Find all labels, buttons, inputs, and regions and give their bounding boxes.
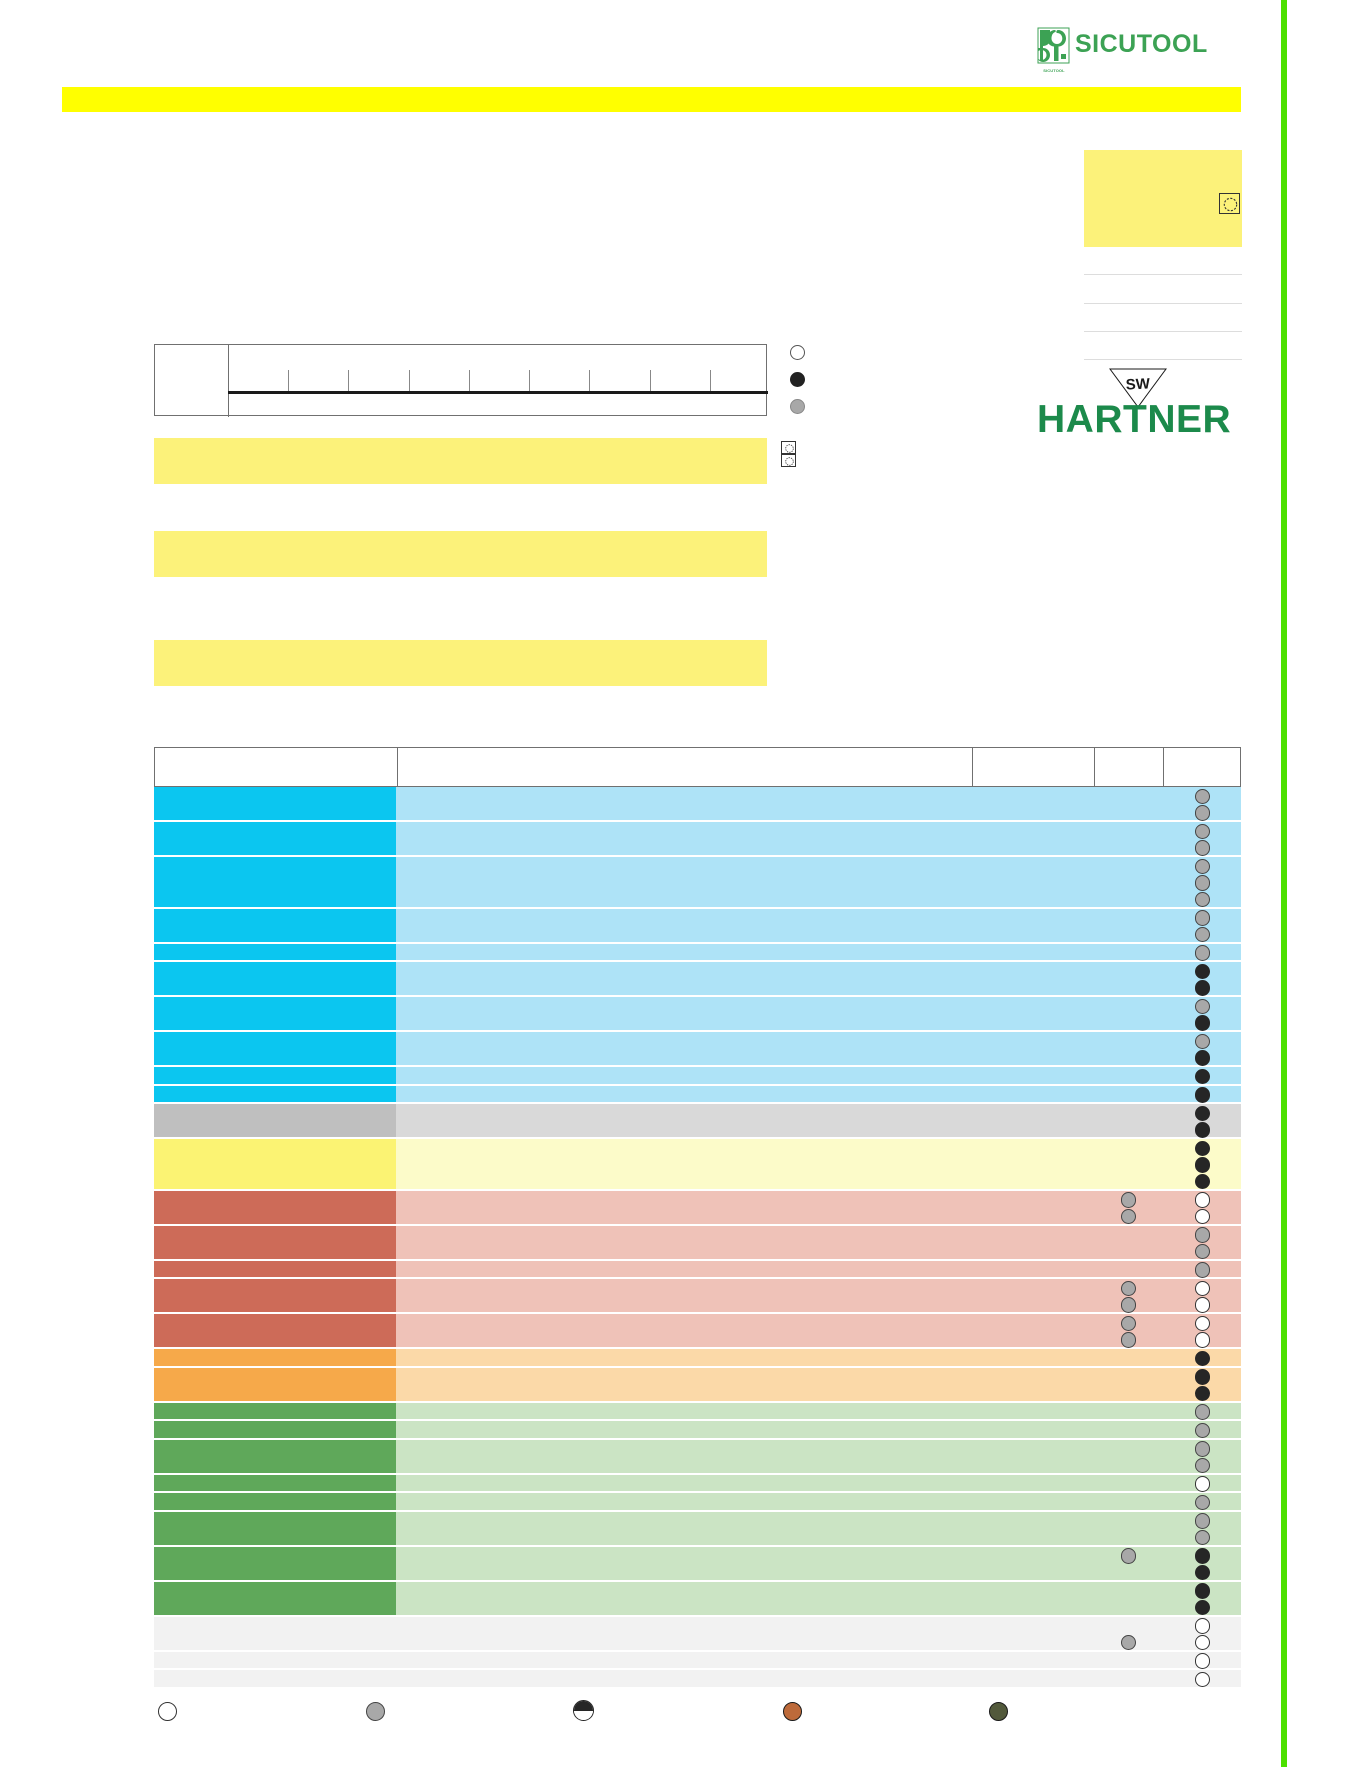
svg-text:SW: SW xyxy=(1125,375,1151,393)
